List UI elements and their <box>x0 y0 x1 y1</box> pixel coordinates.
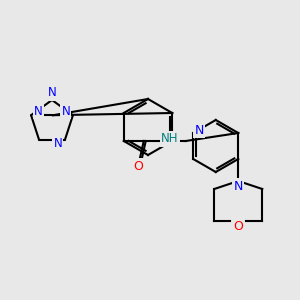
Text: N: N <box>61 105 70 118</box>
Text: N: N <box>48 86 56 100</box>
Text: O: O <box>133 160 143 172</box>
Text: O: O <box>233 220 243 232</box>
Text: NH: NH <box>161 133 178 146</box>
Text: N: N <box>194 124 204 136</box>
Text: N: N <box>34 105 43 118</box>
Text: N: N <box>54 137 62 150</box>
Text: N: N <box>234 179 243 193</box>
